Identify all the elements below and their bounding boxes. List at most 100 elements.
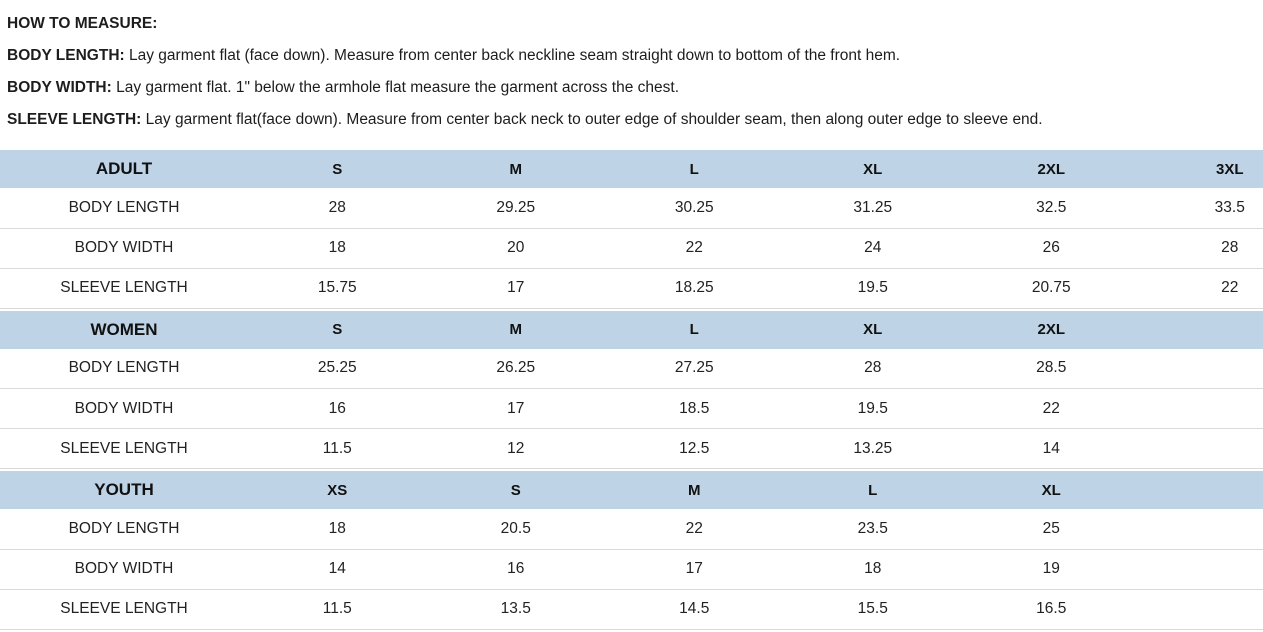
instruction-sleeve-length: SLEEVE LENGTH: Lay garment flat(face dow… bbox=[7, 104, 1263, 136]
size-value: 28 bbox=[248, 188, 427, 228]
size-value: 28 bbox=[784, 349, 963, 389]
row-label: BODY WIDTH bbox=[0, 549, 248, 589]
size-value: 26 bbox=[962, 228, 1141, 268]
size-value: 28 bbox=[1141, 228, 1263, 268]
size-column-header: M bbox=[605, 471, 784, 509]
size-column-header: L bbox=[605, 311, 784, 349]
instruction-text: Lay garment flat (face down). Measure fr… bbox=[125, 47, 900, 64]
size-value: 22 bbox=[605, 509, 784, 549]
size-value: 19.5 bbox=[784, 268, 963, 308]
size-value: 12.5 bbox=[605, 429, 784, 469]
group-header: YOUTH bbox=[0, 471, 248, 509]
size-value: 17 bbox=[427, 268, 606, 308]
size-value: 30.25 bbox=[605, 188, 784, 228]
size-column-header: M bbox=[427, 150, 606, 188]
size-column-header: 2XL bbox=[962, 311, 1141, 349]
size-value bbox=[1141, 509, 1263, 549]
size-value: 17 bbox=[427, 389, 606, 429]
size-value: 22 bbox=[605, 228, 784, 268]
size-value: 17 bbox=[605, 549, 784, 589]
row-label: BODY WIDTH bbox=[0, 389, 248, 429]
instruction-text: Lay garment flat(face down). Measure fro… bbox=[141, 111, 1042, 128]
size-value bbox=[1141, 389, 1263, 429]
instruction-body-length: BODY LENGTH: Lay garment flat (face down… bbox=[7, 40, 1263, 72]
row-label: SLEEVE LENGTH bbox=[0, 589, 248, 629]
size-value: 18 bbox=[248, 228, 427, 268]
how-to-measure-section: HOW TO MEASURE: BODY LENGTH: Lay garment… bbox=[0, 0, 1263, 136]
size-value bbox=[1141, 549, 1263, 589]
how-to-measure-heading: HOW TO MEASURE: bbox=[7, 8, 1263, 40]
size-column-header: XS bbox=[248, 471, 427, 509]
size-column-header: S bbox=[248, 311, 427, 349]
size-value bbox=[1141, 349, 1263, 389]
size-value: 12 bbox=[427, 429, 606, 469]
size-value: 16.5 bbox=[962, 589, 1141, 629]
size-value: 20 bbox=[427, 228, 606, 268]
size-value: 18 bbox=[784, 549, 963, 589]
size-value: 20.75 bbox=[962, 268, 1141, 308]
size-value: 23.5 bbox=[784, 509, 963, 549]
size-value: 19.5 bbox=[784, 389, 963, 429]
size-value: 22 bbox=[962, 389, 1141, 429]
size-column-header: 3XL bbox=[1141, 150, 1263, 188]
size-value: 25.25 bbox=[248, 349, 427, 389]
size-value: 15.75 bbox=[248, 268, 427, 308]
row-label: BODY LENGTH bbox=[0, 509, 248, 549]
size-value: 18.25 bbox=[605, 268, 784, 308]
size-value bbox=[1141, 429, 1263, 469]
size-value bbox=[1141, 589, 1263, 629]
size-value: 14 bbox=[962, 429, 1141, 469]
row-label: SLEEVE LENGTH bbox=[0, 268, 248, 308]
size-column-header: XL bbox=[962, 471, 1141, 509]
size-value: 16 bbox=[248, 389, 427, 429]
size-column-header: XL bbox=[784, 311, 963, 349]
size-value: 11.5 bbox=[248, 429, 427, 469]
size-value: 27.25 bbox=[605, 349, 784, 389]
size-value: 25 bbox=[962, 509, 1141, 549]
size-value: 20.5 bbox=[427, 509, 606, 549]
size-value: 22 bbox=[1141, 268, 1263, 308]
instruction-label: SLEEVE LENGTH: bbox=[7, 111, 141, 128]
size-value: 13.25 bbox=[784, 429, 963, 469]
instruction-text: Lay garment flat. 1" below the armhole f… bbox=[112, 79, 679, 96]
size-value: 16 bbox=[427, 549, 606, 589]
size-value: 32.5 bbox=[962, 188, 1141, 228]
size-column-header: L bbox=[605, 150, 784, 188]
size-column-header: 2XL bbox=[962, 150, 1141, 188]
instruction-label: BODY LENGTH: bbox=[7, 47, 125, 64]
size-value: 26.25 bbox=[427, 349, 606, 389]
size-value: 24 bbox=[784, 228, 963, 268]
size-column-header bbox=[1141, 471, 1263, 509]
size-column-header: S bbox=[427, 471, 606, 509]
group-header: WOMEN bbox=[0, 311, 248, 349]
size-value: 33.5 bbox=[1141, 188, 1263, 228]
group-header: ADULT bbox=[0, 150, 248, 188]
row-label: SLEEVE LENGTH bbox=[0, 429, 248, 469]
size-value: 28.5 bbox=[962, 349, 1141, 389]
size-value: 14.5 bbox=[605, 589, 784, 629]
size-value: 18 bbox=[248, 509, 427, 549]
size-column-header: S bbox=[248, 150, 427, 188]
instruction-label: BODY WIDTH: bbox=[7, 79, 112, 96]
size-value: 29.25 bbox=[427, 188, 606, 228]
instruction-body-width: BODY WIDTH: Lay garment flat. 1" below t… bbox=[7, 72, 1263, 104]
row-label: BODY WIDTH bbox=[0, 228, 248, 268]
size-value: 14 bbox=[248, 549, 427, 589]
size-column-header: L bbox=[784, 471, 963, 509]
size-column-header: XL bbox=[784, 150, 963, 188]
size-column-header bbox=[1141, 311, 1263, 349]
size-value: 19 bbox=[962, 549, 1141, 589]
